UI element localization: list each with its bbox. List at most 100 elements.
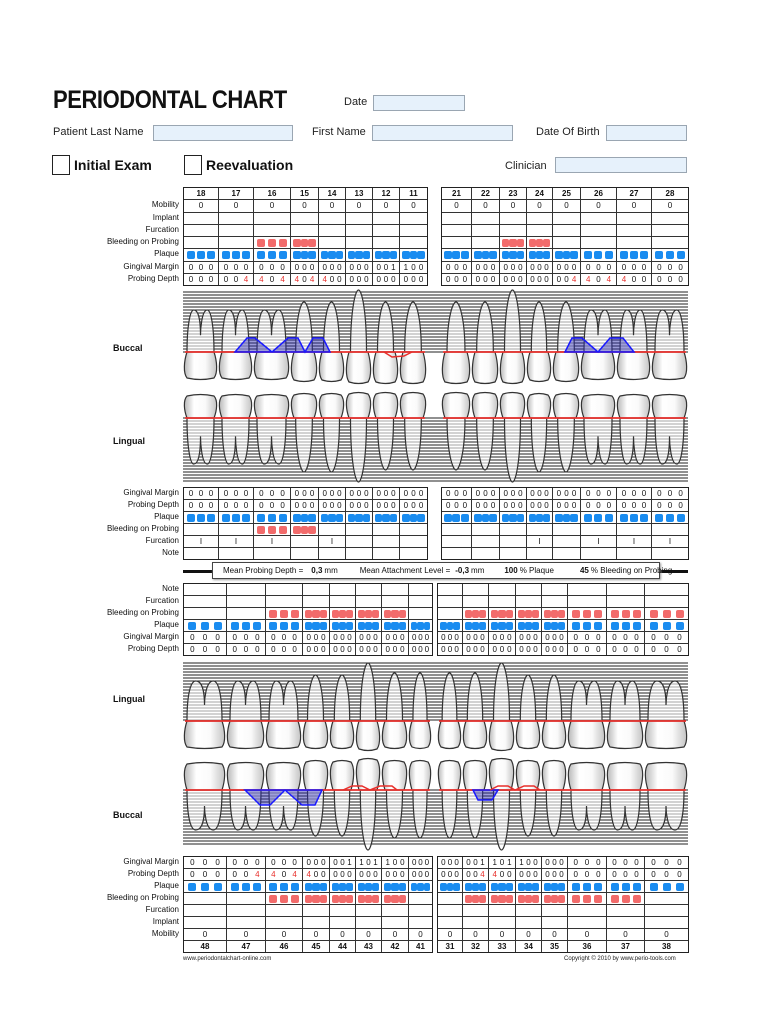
bleeding-marker[interactable] bbox=[375, 526, 382, 534]
plaque-marker[interactable] bbox=[305, 882, 313, 891]
plaque-marker[interactable] bbox=[312, 621, 320, 630]
bleeding-marker[interactable] bbox=[482, 239, 490, 247]
bleeding-marker[interactable] bbox=[348, 526, 355, 534]
plaque-marker[interactable] bbox=[230, 882, 239, 891]
plaque-marker[interactable] bbox=[532, 621, 539, 630]
upper-buccal-furc-cell-16[interactable] bbox=[253, 223, 291, 237]
plaque-marker[interactable] bbox=[207, 250, 215, 259]
plaque-marker[interactable] bbox=[187, 513, 195, 522]
bleeding-marker[interactable] bbox=[558, 609, 565, 618]
upper-buccal-plaque-cell-12[interactable] bbox=[372, 248, 400, 262]
plaque-marker[interactable] bbox=[452, 513, 461, 522]
upper-buccal-mobility-cell-15[interactable]: 0 bbox=[290, 199, 319, 213]
bleeding-marker[interactable] bbox=[502, 526, 509, 534]
plaque-marker[interactable] bbox=[632, 621, 641, 630]
lower-buccal-plaque-cell-34[interactable] bbox=[515, 880, 542, 893]
bleeding-marker[interactable] bbox=[517, 526, 524, 534]
plaque-marker[interactable] bbox=[665, 250, 674, 259]
bleeding-marker[interactable] bbox=[269, 894, 278, 903]
upper-buccal-bop-cell-23[interactable] bbox=[499, 236, 527, 250]
upper-buccal-plaque-cell-24[interactable] bbox=[526, 248, 553, 262]
plaque-marker[interactable] bbox=[346, 621, 353, 630]
plaque-marker[interactable] bbox=[571, 882, 580, 891]
plaque-marker[interactable] bbox=[411, 621, 418, 630]
plaque-marker[interactable] bbox=[200, 882, 209, 891]
bleeding-marker[interactable] bbox=[398, 894, 406, 903]
plaque-marker[interactable] bbox=[402, 250, 410, 259]
plaque-marker[interactable] bbox=[558, 621, 565, 630]
bleeding-marker[interactable] bbox=[305, 894, 313, 903]
bleeding-marker[interactable] bbox=[279, 609, 288, 618]
bleeding-marker[interactable] bbox=[232, 239, 240, 247]
upper-buccal-furc-cell-11[interactable] bbox=[399, 223, 428, 237]
bleeding-marker[interactable] bbox=[621, 609, 630, 618]
plaque-marker[interactable] bbox=[474, 513, 482, 522]
plaque-marker[interactable] bbox=[332, 882, 339, 891]
bleeding-marker[interactable] bbox=[231, 610, 239, 618]
plaque-marker[interactable] bbox=[594, 250, 603, 259]
plaque-marker[interactable] bbox=[610, 621, 619, 630]
upper-buccal-bop-cell-11[interactable] bbox=[399, 236, 428, 250]
bleeding-marker[interactable] bbox=[474, 239, 482, 247]
bleeding-marker[interactable] bbox=[440, 895, 447, 903]
plaque-marker[interactable] bbox=[481, 513, 490, 522]
lower-lingual-bop-cell-42[interactable] bbox=[381, 607, 409, 620]
bleeding-marker[interactable] bbox=[543, 526, 550, 534]
bleeding-marker[interactable] bbox=[372, 609, 379, 618]
upper-lingual-plaque-cell-14[interactable] bbox=[318, 511, 346, 524]
bleeding-marker[interactable] bbox=[231, 895, 239, 903]
plaque-marker[interactable] bbox=[582, 882, 591, 891]
bleeding-marker[interactable] bbox=[300, 525, 309, 534]
bleeding-marker[interactable] bbox=[328, 526, 335, 534]
bleeding-marker[interactable] bbox=[214, 610, 222, 618]
upper-buccal-bop-cell-27[interactable] bbox=[616, 236, 652, 250]
upper-buccal-mobility-cell-26[interactable]: 0 bbox=[580, 199, 617, 213]
upper-buccal-plaque-cell-28[interactable] bbox=[651, 248, 689, 262]
plaque-marker[interactable] bbox=[551, 882, 558, 891]
bleeding-marker[interactable] bbox=[328, 239, 335, 247]
plaque-marker[interactable] bbox=[446, 882, 454, 891]
plaque-marker[interactable] bbox=[355, 250, 363, 259]
bleeding-marker[interactable] bbox=[339, 609, 346, 618]
bleeding-marker[interactable] bbox=[242, 895, 250, 903]
upper-buccal-furc-cell-17[interactable] bbox=[218, 223, 254, 237]
upper-buccal-furc-cell-28[interactable] bbox=[651, 211, 689, 225]
upper-lingual-furc-cell-23[interactable] bbox=[499, 547, 527, 560]
bleeding-marker[interactable] bbox=[518, 894, 525, 903]
bleeding-marker[interactable] bbox=[555, 526, 563, 534]
plaque-marker[interactable] bbox=[332, 621, 339, 630]
lower-buccal-plaque-cell-46[interactable] bbox=[265, 880, 303, 893]
bleeding-marker[interactable] bbox=[336, 526, 343, 534]
plaque-marker[interactable] bbox=[479, 882, 486, 891]
upper-buccal-mobility-cell-22[interactable]: 0 bbox=[471, 199, 500, 213]
bleeding-marker[interactable] bbox=[498, 894, 506, 903]
plaque-marker[interactable] bbox=[505, 882, 513, 891]
plaque-marker[interactable] bbox=[375, 513, 383, 522]
plaque-marker[interactable] bbox=[417, 882, 424, 891]
bleeding-marker[interactable] bbox=[391, 894, 399, 903]
bleeding-marker[interactable] bbox=[650, 895, 658, 903]
plaque-marker[interactable] bbox=[346, 882, 353, 891]
bleeding-marker[interactable] bbox=[410, 526, 418, 534]
plaque-marker[interactable] bbox=[489, 513, 498, 522]
plaque-marker[interactable] bbox=[444, 250, 453, 259]
bleeding-marker[interactable] bbox=[417, 526, 425, 534]
bleeding-marker[interactable] bbox=[525, 609, 532, 618]
bleeding-marker[interactable] bbox=[677, 526, 685, 534]
bleeding-marker[interactable] bbox=[197, 526, 205, 534]
plaque-marker[interactable] bbox=[491, 882, 499, 891]
bleeding-marker[interactable] bbox=[605, 526, 613, 534]
plaque-marker[interactable] bbox=[355, 513, 363, 522]
bleeding-marker[interactable] bbox=[293, 238, 301, 247]
plaque-marker[interactable] bbox=[269, 882, 278, 891]
bleeding-marker[interactable] bbox=[278, 238, 287, 247]
